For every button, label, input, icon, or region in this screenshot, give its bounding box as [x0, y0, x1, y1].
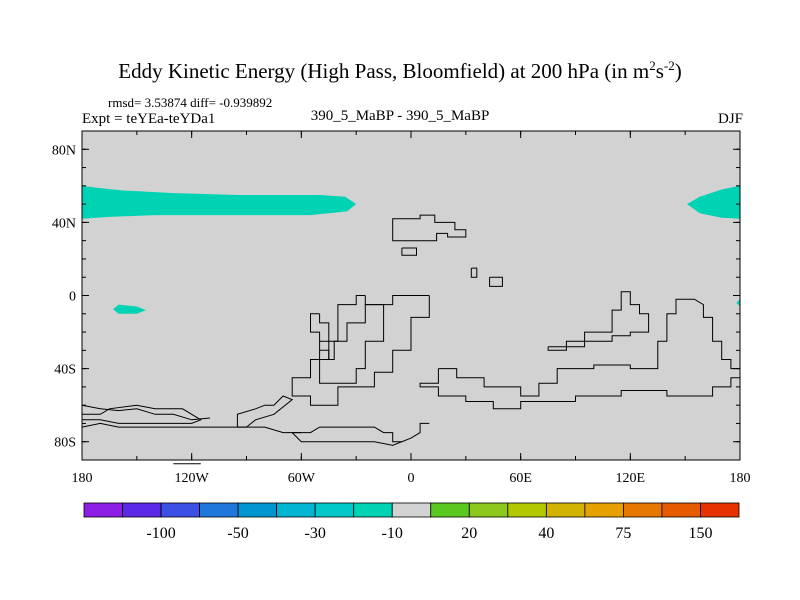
colorbar-swatch [700, 502, 740, 518]
colorbar-swatch [584, 502, 624, 518]
axis-ticks: 180 120W 60W 0 60E 120E 180 80N 40N 0 40S 80S [52, 130, 751, 486]
colorbar-swatch [122, 502, 162, 518]
anomaly-region [82, 185, 357, 219]
x-tick-label: 180 [72, 471, 93, 486]
x-tick-label: 60E [509, 471, 532, 486]
colorbar-label: -100 [146, 525, 175, 542]
anomaly-region [113, 304, 146, 314]
colorbar-label: -50 [227, 525, 248, 542]
colorbar-label: -30 [305, 525, 326, 542]
x-tick-label: 0 [408, 471, 415, 486]
coastline [392, 214, 467, 242]
plot-frame [81, 130, 741, 461]
coastline [310, 313, 330, 360]
colorbar-swatch [276, 502, 316, 518]
coastline [291, 295, 430, 406]
x-tick-label: 60W [288, 471, 316, 486]
stats-label: rmsd= 3.53874 diff= -0.939892 [108, 95, 273, 110]
coastline [81, 404, 210, 421]
coastlines [81, 214, 741, 465]
coastline [470, 267, 478, 278]
coastline [291, 432, 403, 446]
colorbar-swatch [545, 502, 586, 518]
anomaly-region [736, 299, 740, 307]
coastline [547, 291, 650, 351]
colorbar-swatch [623, 502, 663, 518]
colorbar-swatch [430, 502, 470, 518]
y-tick-label: 0 [69, 290, 76, 305]
y-tick-label: 40N [52, 216, 76, 231]
coastline [419, 298, 741, 410]
coastline [401, 247, 417, 256]
colorbar-swatch [237, 502, 278, 518]
y-tick-label: 40S [54, 363, 76, 378]
colorbar-label: 150 [689, 525, 713, 542]
coastline [489, 276, 503, 287]
colorbar-swatch [507, 502, 547, 518]
season-label: DJF [717, 111, 743, 127]
coastline [292, 422, 430, 443]
colorbar-label: 40 [538, 525, 554, 542]
coastline [319, 295, 385, 384]
anomaly-regions [82, 185, 740, 314]
colorbar-swatch [83, 502, 123, 518]
colorbar-label: 20 [461, 525, 477, 542]
coastline [236, 395, 294, 428]
colorbar-swatch [353, 502, 393, 518]
subtitle-label: 390_5_MaBP - 390_5_MaBP [310, 108, 490, 124]
colorbar-swatch [314, 502, 355, 518]
colorbar-label: 75 [615, 525, 631, 542]
colorbar-swatch [468, 502, 509, 518]
x-tick-label: 120W [175, 471, 210, 486]
x-tick-label: 120E [616, 471, 646, 486]
anomaly-region [687, 185, 740, 219]
colorbar-swatch [199, 502, 239, 518]
colorbar: -100 -50 -30 -10 20 40 75 150 [83, 502, 740, 542]
experiment-label: Expt = teYEa-teYDa1 [82, 111, 216, 127]
y-tick-label: 80S [54, 436, 76, 451]
colorbar-swatch [391, 502, 432, 518]
coastline [81, 422, 302, 434]
coastline [82, 404, 202, 424]
colorbar-swatch [661, 502, 701, 518]
colorbar-label: -10 [382, 525, 403, 542]
chart-title: Eddy Kinetic Energy (High Pass, Bloomfie… [118, 58, 682, 83]
x-tick-label: 180 [730, 471, 751, 486]
colorbar-swatch [160, 502, 200, 518]
y-tick-label: 80N [52, 143, 76, 158]
